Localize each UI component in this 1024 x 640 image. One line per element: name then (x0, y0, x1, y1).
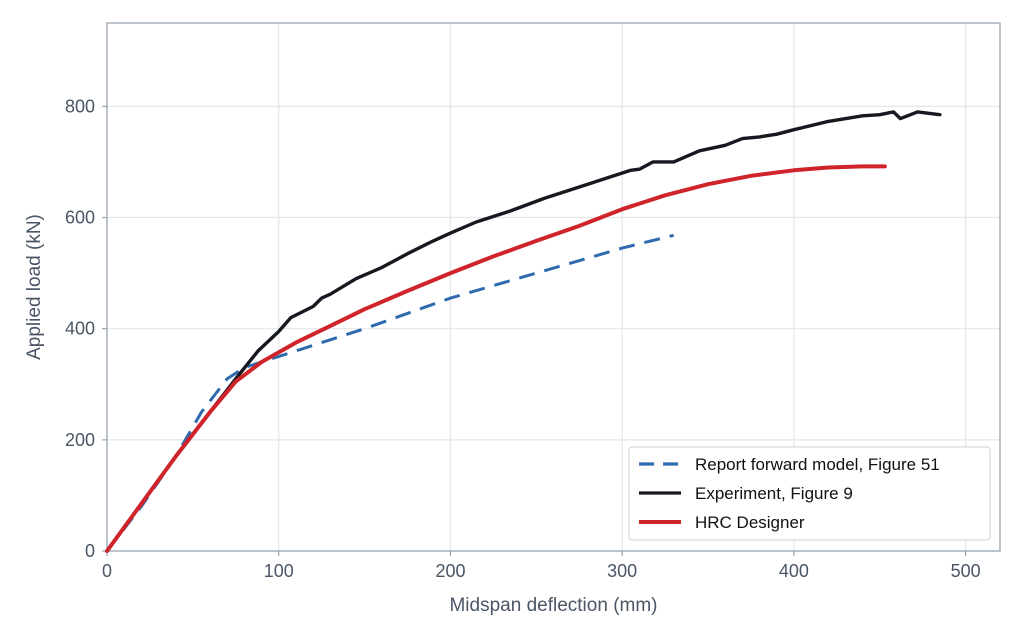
tick-labels: 0 100 200 300 400 500 0 200 400 600 800 (65, 96, 981, 581)
x-axis-title: Midspan deflection (mm) (449, 595, 657, 616)
x-tick-label: 300 (607, 561, 637, 581)
y-tick-label: 0 (85, 541, 95, 561)
y-tick-label: 800 (65, 96, 95, 116)
legend-label-experiment: Experiment, Figure 9 (695, 484, 853, 503)
series-layer (105, 110, 942, 553)
series-experiment-line (105, 110, 942, 553)
legend-box (628, 446, 991, 541)
y-tick-label: 600 (65, 208, 95, 228)
x-tick-label: 0 (102, 561, 112, 581)
legend-label-forward-model: Report forward model, Figure 51 (695, 455, 940, 474)
y-tick-label: 200 (65, 430, 95, 450)
y-axis-title: Applied load (kN) (24, 214, 45, 360)
y-tick-label: 400 (65, 319, 95, 339)
legend-label-hrc-designer: HRC Designer (695, 513, 805, 532)
series-hrc-designer-line (105, 164, 887, 553)
x-tick-label: 400 (779, 561, 809, 581)
x-tick-label: 200 (435, 561, 465, 581)
plot-frame (106, 22, 1001, 552)
x-tick-label: 500 (951, 561, 981, 581)
x-tick-label: 100 (264, 561, 294, 581)
legend: Report forward model, Figure 51 Experime… (628, 446, 991, 541)
